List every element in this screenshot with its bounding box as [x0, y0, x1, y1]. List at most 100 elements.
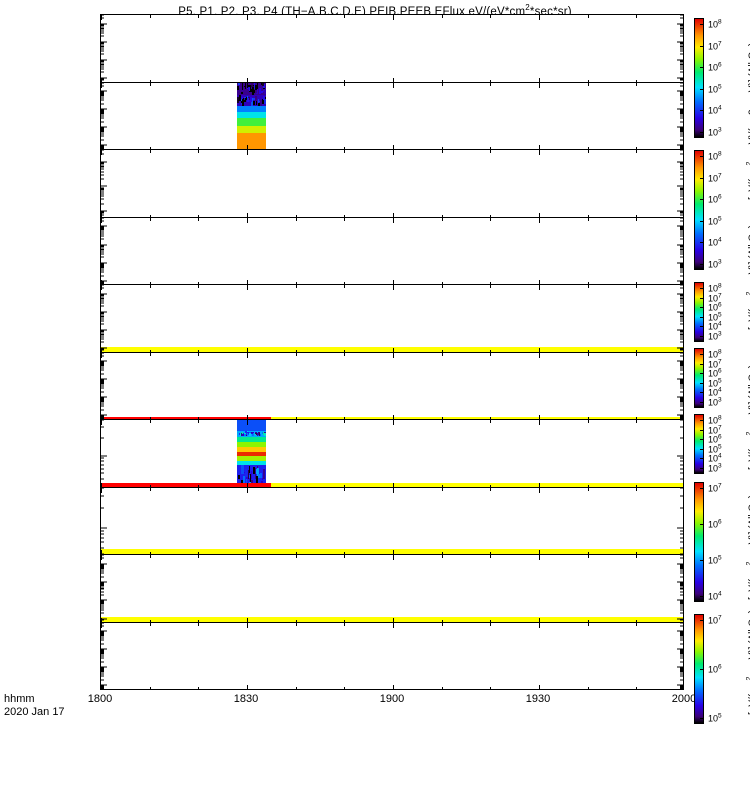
- y-minor-tick: [680, 605, 683, 606]
- y-minor-tick: [680, 82, 683, 83]
- y-minor-tick: [101, 672, 104, 673]
- x-axis-name-hhmm: hhmm: [4, 693, 65, 706]
- y-minor-tick: [101, 332, 104, 333]
- y-minor-tick: [101, 314, 104, 315]
- colorbar-tick-mantissa: 10: [708, 665, 718, 675]
- x-minor-tick: [636, 555, 637, 558]
- y-minor-tick: [101, 196, 104, 197]
- y-minor-tick: [101, 169, 104, 170]
- y-minor-tick: [680, 653, 683, 654]
- x-minor-tick: [636, 15, 637, 18]
- y-minor-tick: [680, 212, 683, 213]
- colorbar-gradient: [695, 349, 703, 407]
- y-minor-tick: [101, 569, 104, 570]
- y-minor-tick: [680, 461, 683, 462]
- y-minor-tick: [101, 263, 104, 264]
- y-minor-tick: [680, 164, 683, 165]
- x-minor-tick: [588, 353, 589, 356]
- y-minor-tick: [680, 583, 683, 584]
- y-minor-tick: [680, 564, 683, 565]
- y-minor-tick: [680, 92, 683, 93]
- y-minor-tick: [680, 116, 683, 117]
- colorbar-tick-exponent: 5: [718, 555, 722, 562]
- y-minor-tick: [101, 587, 104, 588]
- colorbar-tick-mark: [700, 718, 703, 719]
- y-minor-tick: [101, 594, 104, 595]
- x-minor-tick: [490, 420, 491, 423]
- y-minor-tick: [101, 235, 104, 236]
- y-minor-tick: [680, 576, 683, 577]
- x-minor-tick: [247, 687, 248, 690]
- y-minor-tick: [680, 257, 683, 258]
- colorbar-tick-mantissa: 10: [708, 616, 718, 626]
- colorbar-gradient: [695, 415, 703, 473]
- y-minor-tick: [680, 298, 683, 299]
- y-minor-tick: [680, 689, 683, 690]
- y-minor-tick: [101, 54, 104, 55]
- x-minor-tick: [490, 687, 491, 690]
- colorbar-tick-exponent: 4: [718, 591, 722, 598]
- y-minor-tick: [680, 607, 683, 608]
- y-minor-tick: [101, 136, 104, 137]
- colorbar-axis-title-sup: 2: [746, 432, 750, 436]
- y-minor-tick: [680, 686, 683, 687]
- spectrogram-band: [237, 126, 266, 134]
- y-minor-tick: [680, 239, 683, 240]
- y-minor-tick: [101, 537, 104, 538]
- x-minor-tick: [539, 150, 540, 153]
- y-minor-tick: [680, 402, 683, 403]
- y-minor-tick: [101, 336, 104, 337]
- y-minor-tick: [680, 589, 683, 590]
- y-minor-tick: [680, 547, 683, 548]
- y-minor-tick: [101, 62, 104, 63]
- colorbar-tick-mark: [700, 620, 703, 621]
- y-minor-tick: [680, 203, 683, 204]
- colorbar-tick-exponent: 3: [718, 463, 722, 470]
- y-minor-tick: [680, 300, 683, 301]
- y-minor-tick: [101, 404, 104, 405]
- y-minor-tick: [101, 294, 104, 295]
- y-minor-tick: [680, 635, 683, 636]
- colorbar-gradient: [695, 19, 703, 137]
- colorbar-cbar-peib-2: [694, 348, 704, 408]
- x-minor-tick: [490, 353, 491, 356]
- y-minor-tick: [680, 669, 683, 670]
- spectrogram-noise-pixel: [264, 88, 266, 94]
- y-minor-tick: [680, 100, 683, 101]
- spectrogram-noise-pixel: [241, 92, 244, 94]
- colorbar-tick-exponent: 6: [718, 519, 722, 526]
- colorbar-tick-exponent: 7: [718, 615, 722, 622]
- y-minor-tick: [680, 656, 683, 657]
- x-minor-tick: [539, 83, 540, 86]
- y-minor-tick: [680, 667, 683, 668]
- colorbar-tick-label: 103: [708, 331, 722, 342]
- y-minor-tick: [101, 567, 104, 568]
- colorbar-tick-mark: [700, 524, 703, 525]
- y-minor-tick: [680, 111, 683, 112]
- y-minor-tick: [101, 68, 104, 69]
- y-minor-tick: [680, 79, 683, 80]
- x-minor-tick: [490, 150, 491, 153]
- x-minor-tick: [198, 150, 199, 153]
- y-minor-tick: [101, 602, 104, 603]
- y-minor-tick: [101, 468, 104, 469]
- y-minor-tick: [680, 661, 683, 662]
- y-minor-tick: [101, 507, 104, 508]
- y-minor-tick: [101, 300, 104, 301]
- y-minor-tick: [101, 573, 104, 574]
- y-minor-tick: [680, 24, 683, 25]
- y-minor-tick: [680, 631, 683, 632]
- x-axis-tick-label: 1800: [88, 693, 112, 705]
- y-minor-tick: [101, 342, 104, 343]
- colorbar-tick-exponent: 7: [718, 358, 722, 365]
- y-minor-tick: [101, 658, 104, 659]
- y-minor-tick: [101, 388, 104, 389]
- y-minor-tick: [680, 638, 683, 639]
- y-minor-tick: [680, 42, 683, 43]
- y-minor-tick: [101, 397, 104, 398]
- y-minor-tick: [101, 406, 104, 407]
- y-minor-tick: [101, 437, 104, 438]
- y-minor-tick: [680, 190, 683, 191]
- y-minor-tick: [101, 380, 104, 381]
- colorbar-tick-exponent: 5: [718, 377, 722, 384]
